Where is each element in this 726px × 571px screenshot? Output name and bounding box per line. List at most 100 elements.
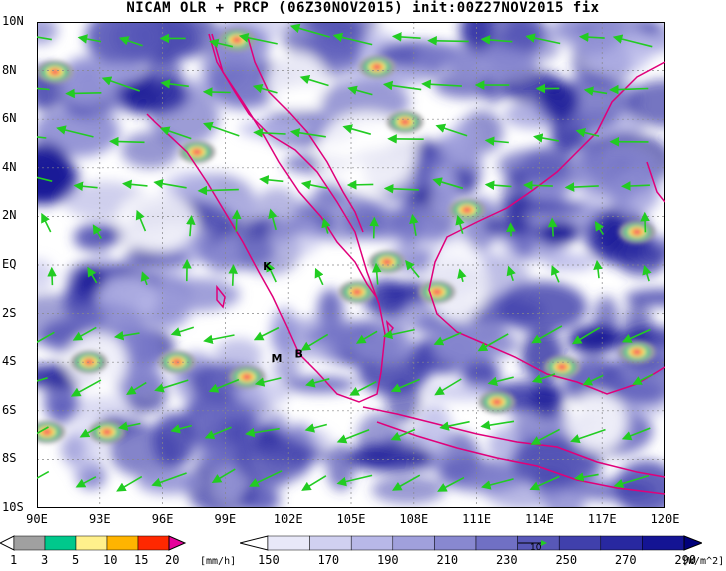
colorbar-box [642,535,685,551]
wind-vectors [37,23,654,492]
wind-arrow [211,468,236,484]
borneo-coastline [428,61,665,395]
wind-arrow [208,378,240,393]
olr-cloud-patch [616,241,665,277]
wind-arrow [437,476,465,492]
wind-arrow [37,470,50,480]
wind-arrow [197,185,239,196]
wind-arrow [382,80,422,91]
precipitation-tick-label: 20 [165,553,180,567]
wind-arrow [113,330,140,341]
wind-arrow [37,377,48,382]
wind-arrow [506,265,516,282]
wind-arrow [117,421,141,431]
olr-cloud-patch [37,22,58,45]
wind-arrow [135,209,147,232]
precip-cell [494,400,500,404]
wind-arrow [480,35,513,45]
wind-arrow [342,124,372,135]
wind-arrow [304,423,328,433]
olr-cloud-patch [305,22,379,37]
wind-arrow [300,333,329,351]
latitude-tick-label: 8S [2,451,17,466]
wind-arrow [249,470,283,487]
wind-arrow [301,475,327,491]
wind-arrow [101,76,140,92]
latitude-tick-label: 2S [2,305,17,320]
wind-arrow [427,36,469,46]
java-coastline [362,406,665,478]
wind-arrow [484,136,509,146]
colorbar-box [106,535,139,551]
wind-arrow [533,133,559,143]
wind-arrow [612,34,653,48]
olr-cloud-patch [480,72,508,104]
wind-arrow [349,380,377,396]
wind-arrow [70,379,102,397]
wind-arrow [170,424,193,434]
olr-cloud-patch [152,412,196,469]
java-south [376,421,665,495]
precip-cell [634,350,640,354]
wind-arrow [202,121,240,137]
wind-arrow [392,474,421,491]
map-panel: K M B [37,22,665,508]
reference-vector-label: 10 [530,543,542,551]
wind-arrow [336,428,370,444]
olr-clear-patch [267,52,327,112]
site-marker-m: M [271,352,282,365]
wind-arrow [390,378,420,393]
olr-cloud-patch [71,263,106,294]
wind-arrow [613,474,650,489]
latitude-tick-label: 6S [2,402,17,417]
wind-arrow [37,176,53,182]
wind-arrow [37,87,50,91]
olr-cloud-patch [362,278,410,318]
longitude-tick-label: 108E [399,512,429,526]
wind-arrow [355,330,378,344]
olr-cloud-patch [271,317,361,359]
wind-arrow [299,74,329,87]
wind-arrow [480,420,515,430]
olr-cloud-patch [121,131,180,169]
latitude-tick-label: 8N [2,62,17,77]
colorbar-box [434,535,477,551]
wind-arrow [609,84,649,95]
wind-arrow [153,178,187,189]
wind-arrow [253,326,280,341]
wind-arrow [170,326,195,337]
longitude-tick-label: 96E [151,512,174,526]
precip-cell [354,290,360,294]
wind-arrow [126,381,147,395]
olr-unit: [W/m^2] [682,556,725,567]
precip-cell [434,290,440,294]
olr-tick-label: 210 [436,553,459,567]
precip-cell [464,208,470,212]
olr-cloud-patch [440,132,472,153]
wind-arrow [439,420,470,431]
wind-arrow [432,177,464,190]
wind-arrow [259,175,284,185]
wind-arrow [531,373,556,384]
wind-arrow [314,267,324,286]
wind-arrow [593,259,603,279]
wind-arrow [118,36,143,47]
latitude-tick-label: 4S [2,354,17,369]
wind-arrow [550,265,560,283]
latitude-tick-label: 10N [2,14,24,28]
site-markers: K M B [263,260,303,365]
wind-arrow [547,217,558,237]
wind-arrow [231,209,242,232]
wind-arrow [321,217,331,234]
wind-arrow [531,325,563,344]
wind-arrow [530,428,560,445]
wind-arrow [369,216,379,239]
wind-arrow [305,378,330,388]
olr-colorbar: 10 [240,535,702,551]
latitude-tick-label: 6N [2,111,17,126]
longitude-tick-label: 102E [273,512,303,526]
wind-arrow [525,33,561,45]
wind-arrow [154,379,189,393]
wind-arrow [37,426,49,435]
olr-tick-label: 270 [614,553,637,567]
